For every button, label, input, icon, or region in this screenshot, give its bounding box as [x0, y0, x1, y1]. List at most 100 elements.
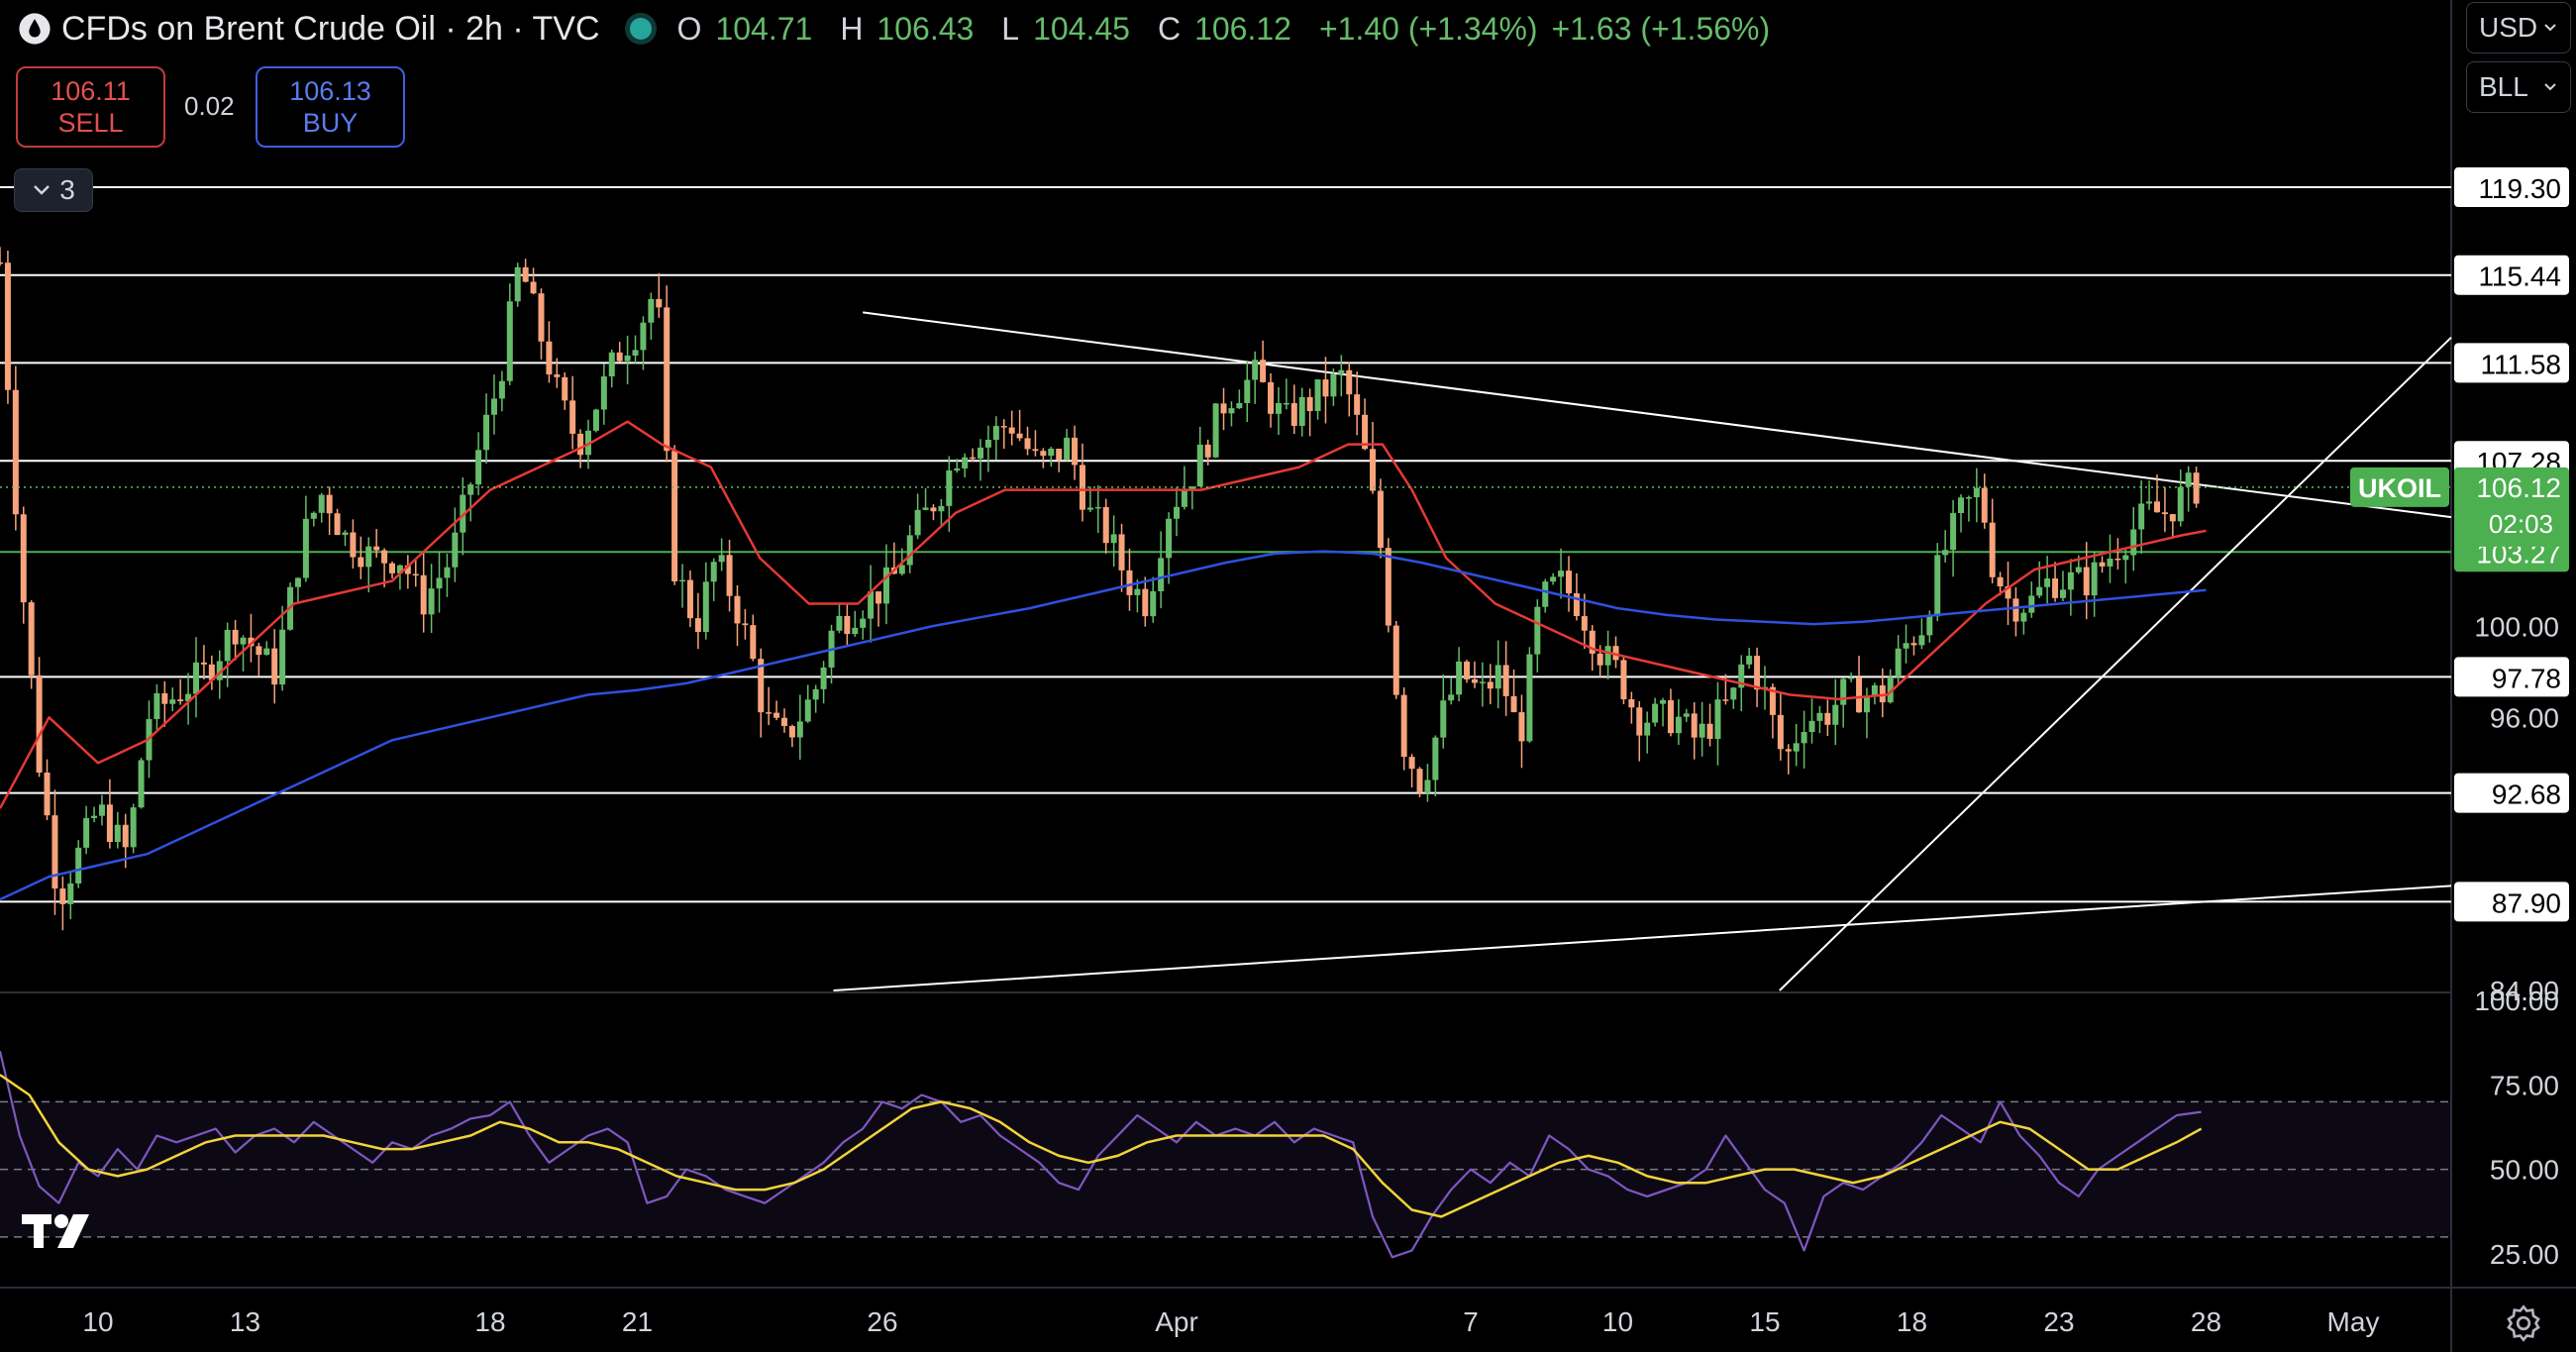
candle: [1808, 698, 1815, 744]
candle: [1134, 579, 1141, 613]
candle: [616, 342, 623, 363]
candle-body: [978, 447, 983, 459]
high-value: 106.43: [876, 10, 975, 47]
candle: [781, 708, 787, 733]
candle-body: [1816, 712, 1823, 721]
candle: [773, 700, 780, 721]
candle-body: [2036, 586, 2043, 596]
candle: [240, 635, 247, 672]
candle: [702, 562, 709, 640]
candle-body: [200, 662, 207, 665]
candle-body: [91, 815, 98, 818]
candle-body: [860, 618, 867, 628]
candle: [530, 267, 537, 295]
candle: [1730, 686, 1737, 709]
candle-body: [1346, 369, 1353, 395]
candle: [1793, 723, 1800, 767]
candle: [75, 840, 82, 888]
candle: [1636, 701, 1643, 762]
candle-body: [962, 457, 969, 468]
currency-value: USD: [2479, 12, 2538, 43]
candle-body: [648, 298, 655, 323]
candle: [992, 416, 999, 461]
candle-body: [1840, 678, 1847, 705]
candle-body: [224, 629, 231, 662]
candle-body: [412, 573, 419, 576]
candle: [766, 686, 773, 725]
candle-body: [1644, 722, 1651, 736]
candle: [1196, 426, 1203, 487]
candle: [161, 680, 168, 727]
candle-body: [616, 352, 623, 362]
candle-body: [1110, 534, 1117, 544]
candle-body: [326, 494, 333, 514]
level-badge: [2454, 343, 2569, 383]
candle: [1518, 694, 1525, 769]
candle-body: [2161, 512, 2168, 515]
high-label: H: [840, 10, 864, 47]
candle-body: [992, 426, 999, 440]
candle-body: [1181, 488, 1187, 507]
candle: [1675, 699, 1682, 746]
sell-button[interactable]: 106.11 SELL: [16, 66, 165, 148]
candle: [2169, 513, 2176, 538]
candle: [1408, 754, 1415, 788]
candle-body: [475, 450, 482, 485]
candle: [1142, 576, 1149, 627]
candle: [1581, 593, 1588, 650]
candle-body: [1494, 665, 1501, 689]
candle: [2028, 581, 2035, 618]
candle: [1416, 767, 1423, 797]
unit-select[interactable]: BLL: [2466, 61, 2571, 113]
candle-body: [1150, 590, 1157, 617]
candle-body: [1777, 714, 1784, 750]
candle-body: [1566, 571, 1572, 594]
candle: [1769, 683, 1776, 739]
symbol-title[interactable]: CFDs on Brent Crude Oil · 2h · TVC: [61, 9, 600, 48]
candle: [1832, 678, 1839, 746]
candle-body: [1362, 414, 1369, 450]
candle: [718, 538, 725, 572]
candle-body: [1989, 522, 1996, 577]
candle-body: [1188, 486, 1195, 489]
ma-fast-line: [0, 420, 2207, 809]
candle: [954, 459, 961, 473]
level-badge: [2454, 882, 2569, 922]
gear-icon[interactable]: [2504, 1303, 2543, 1343]
buy-button[interactable]: 106.13 BUY: [256, 66, 405, 148]
candle: [412, 559, 419, 587]
candle-body: [1464, 661, 1471, 679]
candle-body: [1958, 497, 1964, 513]
candle-body: [420, 574, 427, 615]
candle: [1958, 494, 1964, 533]
candle-body: [1981, 487, 1988, 523]
candle: [1204, 439, 1211, 466]
candle-body: [1166, 518, 1173, 559]
candle: [1652, 697, 1659, 727]
candle-body: [1400, 694, 1407, 758]
candle: [758, 648, 765, 738]
tradingview-logo-icon[interactable]: [22, 1212, 101, 1252]
candle: [1487, 664, 1494, 705]
candle-body: [1754, 656, 1761, 690]
candle-body: [1652, 703, 1659, 723]
candle: [868, 565, 875, 643]
candle-body: [436, 577, 443, 589]
candle: [726, 539, 733, 612]
candle-body: [906, 535, 913, 566]
candle-body: [248, 637, 255, 647]
currency-select[interactable]: USD: [2466, 2, 2571, 53]
candle: [475, 432, 482, 495]
indicators-collapse-button[interactable]: 3: [14, 168, 93, 212]
sell-label: SELL: [57, 108, 124, 138]
candle: [1628, 691, 1635, 724]
candle: [1918, 618, 1925, 650]
candle-body: [1573, 593, 1580, 617]
candle-body: [522, 266, 529, 282]
candle-body: [1330, 373, 1337, 397]
candle: [98, 794, 105, 826]
candle: [389, 561, 395, 578]
candle-body: [271, 648, 278, 685]
candle: [193, 637, 199, 718]
